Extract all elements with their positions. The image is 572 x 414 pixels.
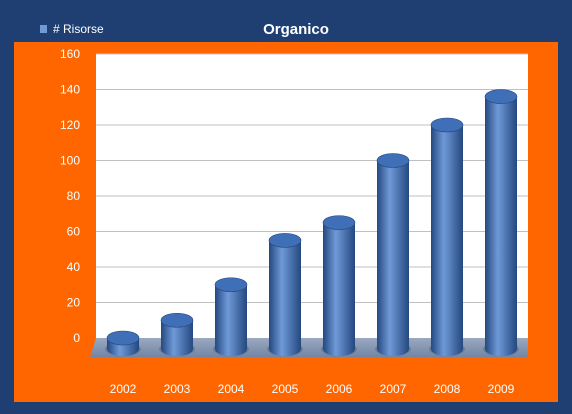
x-tick-label: 2005 <box>272 382 299 396</box>
bar <box>483 89 519 356</box>
bar-top <box>160 312 194 328</box>
bar-body <box>377 160 409 349</box>
bar <box>321 215 357 356</box>
bar-top <box>268 233 302 248</box>
x-tick-label: 2006 <box>326 382 353 396</box>
bar <box>375 153 411 356</box>
chart-floor <box>90 338 528 357</box>
bar-base <box>323 342 355 356</box>
bar-body <box>215 284 247 349</box>
bar-base <box>107 342 139 356</box>
y-tick-label: 160 <box>60 47 80 61</box>
legend-swatch <box>40 25 47 33</box>
x-tick-label: 2002 <box>110 382 137 396</box>
x-tick-label: 2003 <box>164 382 191 396</box>
x-tick-label: 2004 <box>218 382 245 396</box>
bar <box>267 233 303 356</box>
bar-top <box>322 215 356 230</box>
bar-top <box>430 117 464 133</box>
y-tick-label: 40 <box>67 260 81 274</box>
chart-title: Organico <box>263 21 329 38</box>
bar-body <box>431 125 463 349</box>
axes: 0 20 40 60 80 100 120 140 160 2002 2003 2004 2005 200… <box>60 47 515 396</box>
bar-base <box>215 342 247 356</box>
bar <box>429 117 465 356</box>
bar <box>159 312 195 356</box>
bar <box>213 277 249 356</box>
bars <box>105 89 519 356</box>
y-tick-label: 140 <box>60 83 80 97</box>
bar-body <box>323 222 355 349</box>
y-tick-label: 80 <box>67 189 81 203</box>
bar-base <box>269 342 301 356</box>
bar-body <box>269 240 301 349</box>
bar <box>105 330 141 356</box>
y-tick-label: 120 <box>60 118 80 132</box>
bar-top <box>214 277 248 293</box>
bar-base <box>485 342 517 356</box>
legend: # Risorse <box>40 22 104 36</box>
bar-base <box>161 342 193 356</box>
bar-top <box>484 89 518 104</box>
bar-top <box>376 153 410 168</box>
bar-base <box>431 342 463 356</box>
x-tick-label: 2008 <box>434 382 461 396</box>
y-tick-label: 20 <box>67 296 81 310</box>
y-tick-label: 0 <box>73 331 80 345</box>
bar-top <box>106 330 140 346</box>
x-tick-label: 2009 <box>488 382 515 396</box>
bar-body <box>485 96 517 349</box>
legend-label: # Risorse <box>53 22 104 36</box>
y-tick-label: 100 <box>60 154 80 168</box>
x-tick-label: 2007 <box>380 382 407 396</box>
y-tick-label: 60 <box>67 225 81 239</box>
bar-base <box>377 342 409 356</box>
